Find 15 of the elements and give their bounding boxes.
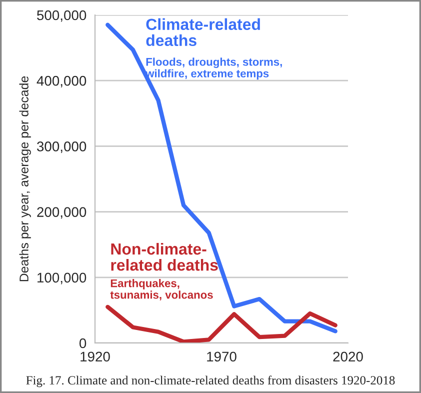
x-tick-label: 1970 bbox=[207, 352, 236, 362]
x-tick-label: 1920 bbox=[80, 352, 110, 362]
series-label: Climate-related deaths bbox=[146, 18, 260, 46]
y-tick-label: 400,000 bbox=[36, 76, 86, 88]
x-tick-label: 2020 bbox=[333, 352, 363, 362]
text: Non-climate- related deaths bbox=[111, 242, 218, 271]
y-tick-label: 200,000 bbox=[37, 207, 86, 219]
annotation: Earthquakes, tsunamis, volcanos bbox=[110, 279, 213, 300]
line-series bbox=[106, 304, 338, 343]
caption: Fig. 17. Climate and non-climate-related deaths from disasters 1920-2018 bbox=[26, 376, 395, 388]
y-tick-label: 500,000 bbox=[37, 10, 86, 22]
y-tick-label: 100,000 bbox=[38, 272, 86, 284]
y-axis-title: Deaths per year, average per decade bbox=[19, 76, 31, 282]
y-tick-label: 300,000 bbox=[36, 142, 86, 154]
y-tick-label: 0 bbox=[79, 338, 86, 348]
